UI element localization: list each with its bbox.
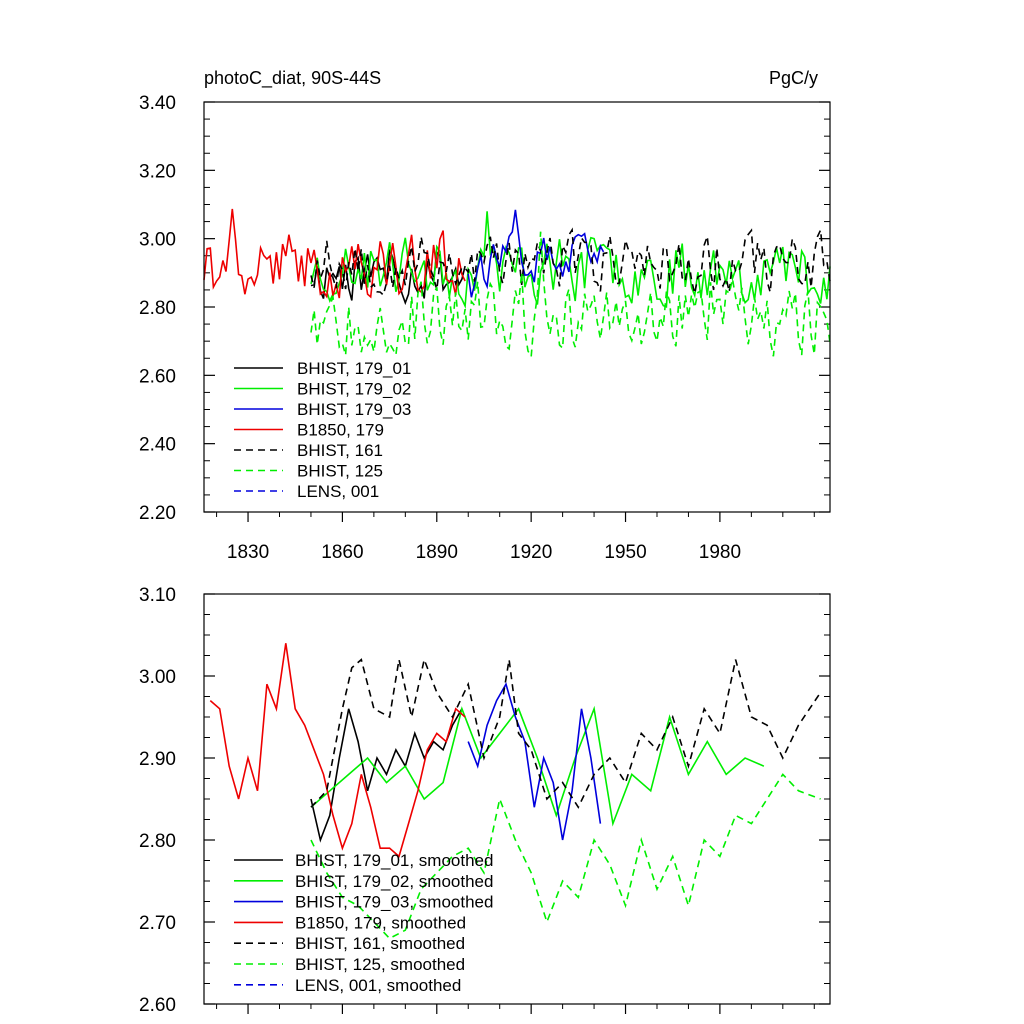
top-series-line-2 xyxy=(467,209,605,298)
top-ytick-label: 2.60 xyxy=(139,366,176,387)
bottom-ytick-label: 2.70 xyxy=(139,913,176,934)
top-series-line-4 xyxy=(310,226,831,297)
top-legend-label: BHIST, 179_02 xyxy=(297,380,411,399)
bottom-ytick-label: 3.00 xyxy=(139,667,176,688)
bottom-series-line-5 xyxy=(310,773,821,940)
top-xtick-label: 1860 xyxy=(321,542,363,563)
bottom-ytick-label: 2.60 xyxy=(139,995,176,1016)
top-xtick-label: 1980 xyxy=(699,542,741,563)
bottom-series-line-0 xyxy=(310,708,463,843)
bottom-series-line-1 xyxy=(310,705,765,827)
bottom-ytick-label: 2.90 xyxy=(139,749,176,770)
bottom-plot-frame xyxy=(203,593,831,1005)
bottom-legend-label: BHIST, 161, smoothed xyxy=(295,934,465,953)
bottom-legend-label: LENS, 001, smoothed xyxy=(295,976,461,995)
top-panel-title-left: photoC_diat, 90S-44S xyxy=(204,68,381,89)
bottom-ytick-label: 2.80 xyxy=(139,831,176,852)
top-xtick-label: 1890 xyxy=(416,542,458,563)
top-legend-label: B1850, 179 xyxy=(297,421,384,440)
top-xtick-label: 1830 xyxy=(227,542,269,563)
bottom-legend-label: BHIST, 179_02, smoothed xyxy=(295,872,493,891)
top-panel: photoC_diat, 90S-44S PgC/y 2.20 2.40 2.60 2… xyxy=(139,68,831,563)
bottom-legend-label: BHIST, 179_01, smoothed xyxy=(295,851,493,870)
top-xtick-label: 1920 xyxy=(510,542,552,563)
top-ytick-label: 2.40 xyxy=(139,435,176,456)
bottom-ytick-label: 3.10 xyxy=(139,585,176,606)
bottom-panel: 2.60 2.70 2.80 2.90 3.00 3.10 BHIST, 179_01, … xyxy=(139,585,831,1016)
top-plot-frame xyxy=(203,101,831,513)
bottom-legend-label: B1850, 179, smoothed xyxy=(295,913,466,932)
top-ytick-label: 3.00 xyxy=(139,230,176,251)
top-panel-title-right: PgC/y xyxy=(769,68,818,88)
top-legend-label: BHIST, 179_01 xyxy=(297,359,411,378)
bottom-series-line-3 xyxy=(209,643,466,858)
top-ytick-label: 3.20 xyxy=(139,161,176,182)
bottom-legend-label: BHIST, 179_03, smoothed xyxy=(295,893,493,912)
top-legend-label: LENS, 001 xyxy=(297,482,379,501)
top-legend-label: BHIST, 179_03 xyxy=(297,400,411,419)
top-ytick-label: 2.20 xyxy=(139,503,176,524)
top-xtick-label: 1950 xyxy=(604,542,646,563)
bottom-series-line-4 xyxy=(310,656,822,809)
top-legend-label: BHIST, 125 xyxy=(297,462,383,481)
bottom-legend-label: BHIST, 125, smoothed xyxy=(295,955,465,974)
top-series-line-0 xyxy=(310,249,466,306)
bottom-series-line-2 xyxy=(467,682,602,841)
top-ytick-label: 3.40 xyxy=(139,93,176,114)
top-legend-label: BHIST, 161 xyxy=(297,441,383,460)
top-ytick-label: 2.80 xyxy=(139,298,176,319)
